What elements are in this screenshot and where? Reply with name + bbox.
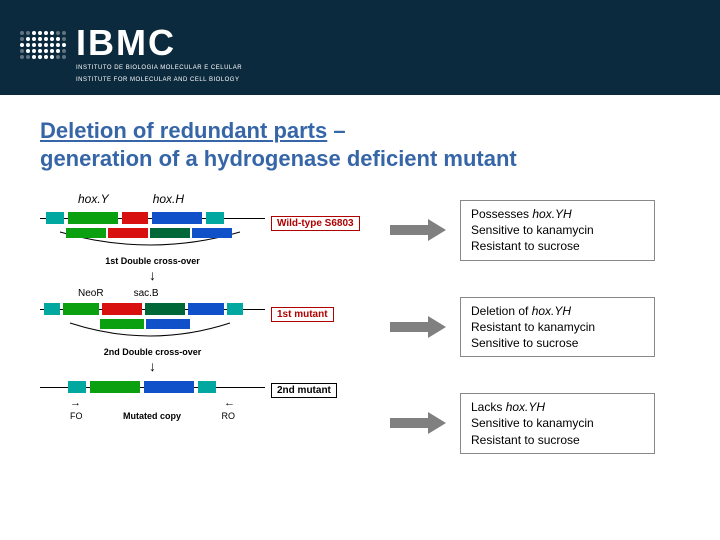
gene-label-hoxy: hox.Y (78, 192, 109, 206)
info-row-3: Lacks hox.YH Sensitive to kanamycin Resi… (390, 393, 690, 454)
info1-l2: Sensitive to kanamycin (471, 223, 594, 237)
info-column: Possesses hox.YH Sensitive to kanamycin … (390, 192, 690, 454)
crossover-1-label: 1st Double cross-over (40, 256, 265, 266)
slide-title: Deletion of redundant parts – generation… (0, 95, 720, 182)
crossover-2-label: 2nd Double cross-over (40, 347, 265, 357)
stage-wildtype-label: Wild-type S6803 (271, 216, 360, 231)
info-row-2: Deletion of hox.YH Resistant to kanamyci… (390, 297, 690, 358)
mut1-chromosome (40, 301, 265, 317)
info1-l1-pre: Possesses (471, 207, 532, 221)
info3-l3: Resistant to sucrose (471, 433, 580, 447)
info3-l1-em: hox.YH (506, 400, 545, 414)
plasmid-1 (40, 228, 265, 254)
info2-l2: Resistant to kanamycin (471, 320, 595, 334)
ro-label: RO (221, 411, 235, 421)
logo-letters: IBMC (76, 25, 242, 61)
mut2-chromosome (40, 379, 265, 395)
sacb-label: sac.B (134, 288, 159, 299)
stage-mut2-label: 2nd mutant (271, 383, 337, 398)
logo-dots-icon (20, 31, 66, 59)
info-box-3: Lacks hox.YH Sensitive to kanamycin Resi… (460, 393, 655, 454)
info1-l3: Resistant to sucrose (471, 239, 580, 253)
info-box-1: Possesses hox.YH Sensitive to kanamycin … (460, 200, 655, 261)
gene-label-hoxh: hox.H (153, 192, 184, 206)
down-arrow-icon: ↓ (40, 268, 265, 282)
wt-chromosome (40, 210, 265, 226)
info2-l1-pre: Deletion of (471, 304, 532, 318)
wildtype-row: 1st Double cross-over ↓ Wild-type S6803 (40, 210, 380, 282)
down-arrow-icon: ↓ (40, 359, 265, 373)
header-bar: IBMC INSTITUTO DE BIOLOGIA MOLECULAR E C… (0, 0, 720, 95)
mutated-copy-label: Mutated copy (123, 411, 181, 421)
content-area: hox.Y hox.H (0, 182, 720, 454)
info3-l2: Sensitive to kanamycin (471, 416, 594, 430)
info2-l3: Sensitive to sucrose (471, 336, 578, 350)
info-row-1: Possesses hox.YH Sensitive to kanamycin … (390, 200, 690, 261)
neo-label: NeoR (78, 288, 104, 299)
mutant1-row: 2nd Double cross-over ↓ 1st mutant (40, 301, 380, 373)
arrow-right-icon (390, 412, 446, 434)
arrow-right-icon (390, 316, 446, 338)
info3-l1-pre: Lacks (471, 400, 506, 414)
fo-arrow-icon: → (70, 397, 81, 409)
title-line2: generation of a hydrogenase deficient mu… (40, 146, 517, 171)
logo: IBMC INSTITUTO DE BIOLOGIA MOLECULAR E C… (20, 25, 242, 85)
title-dash: – (327, 118, 345, 143)
title-line1: Deletion of redundant parts (40, 118, 327, 143)
info1-l1-em: hox.YH (532, 207, 571, 221)
logo-subtitle-1: INSTITUTO DE BIOLOGIA MOLECULAR E CELULA… (76, 65, 242, 73)
logo-subtitle-2: INSTITUTE FOR MOLECULAR AND CELL BIOLOGY (76, 77, 242, 85)
logo-text: IBMC INSTITUTO DE BIOLOGIA MOLECULAR E C… (76, 25, 242, 85)
ro-arrow-icon: ← (224, 397, 235, 409)
stage-mut1-label: 1st mutant (271, 307, 334, 322)
mutant2-row: → ← FO Mutated copy RO 2nd mutant (40, 379, 380, 421)
diagram-column: hox.Y hox.H (40, 192, 380, 454)
arrow-right-icon (390, 219, 446, 241)
info-box-2: Deletion of hox.YH Resistant to kanamyci… (460, 297, 655, 358)
fo-label: FO (70, 411, 83, 421)
info2-l1-em: hox.YH (532, 304, 571, 318)
plasmid-2 (40, 319, 265, 345)
